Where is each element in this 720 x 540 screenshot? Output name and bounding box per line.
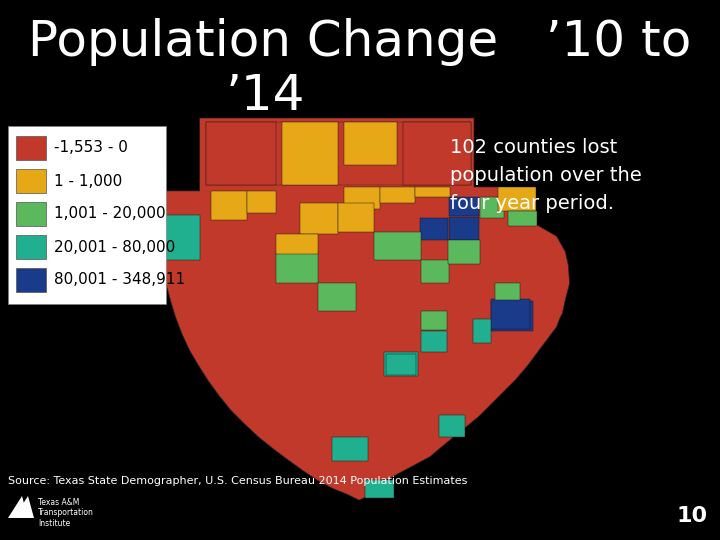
Polygon shape	[276, 234, 318, 254]
Polygon shape	[333, 437, 368, 461]
Text: Population Change   ’10 to: Population Change ’10 to	[28, 18, 692, 66]
Text: -1,553 - 0: -1,553 - 0	[54, 140, 128, 156]
FancyBboxPatch shape	[16, 235, 46, 259]
Polygon shape	[438, 415, 465, 437]
Polygon shape	[473, 319, 490, 342]
Polygon shape	[415, 187, 451, 197]
Polygon shape	[385, 354, 416, 375]
FancyBboxPatch shape	[16, 268, 46, 292]
Polygon shape	[421, 260, 449, 284]
Polygon shape	[403, 122, 471, 185]
Polygon shape	[384, 353, 418, 376]
FancyBboxPatch shape	[16, 169, 46, 193]
Polygon shape	[480, 197, 503, 219]
Polygon shape	[490, 301, 533, 331]
Polygon shape	[212, 191, 247, 220]
Polygon shape	[449, 217, 479, 240]
Text: 1 - 1,000: 1 - 1,000	[54, 173, 122, 188]
Polygon shape	[448, 240, 480, 264]
Polygon shape	[318, 284, 356, 311]
Polygon shape	[508, 211, 536, 226]
Polygon shape	[160, 118, 570, 500]
Text: Texas A&M
Transportation
Institute: Texas A&M Transportation Institute	[38, 498, 94, 528]
Text: ’14: ’14	[225, 72, 305, 120]
Polygon shape	[247, 191, 276, 213]
Text: 20,001 - 80,000: 20,001 - 80,000	[54, 240, 175, 254]
Polygon shape	[160, 214, 199, 260]
Text: 1,001 - 20,000: 1,001 - 20,000	[54, 206, 166, 221]
Polygon shape	[421, 331, 447, 353]
Polygon shape	[495, 284, 520, 300]
FancyBboxPatch shape	[16, 136, 46, 160]
Polygon shape	[379, 187, 415, 202]
Text: 10: 10	[677, 506, 708, 526]
Polygon shape	[205, 122, 471, 185]
Polygon shape	[490, 299, 530, 329]
Polygon shape	[421, 311, 447, 330]
Polygon shape	[449, 197, 479, 215]
Polygon shape	[338, 202, 374, 232]
Polygon shape	[14, 496, 34, 518]
Polygon shape	[276, 252, 318, 284]
Polygon shape	[420, 219, 448, 240]
Polygon shape	[374, 232, 421, 260]
Polygon shape	[205, 122, 276, 185]
Polygon shape	[282, 122, 338, 185]
Polygon shape	[300, 202, 338, 234]
Text: 80,001 - 348,911: 80,001 - 348,911	[54, 273, 185, 287]
FancyBboxPatch shape	[16, 202, 46, 226]
Polygon shape	[365, 481, 395, 498]
Polygon shape	[8, 496, 28, 518]
Text: 102 counties lost
population over the
four year period.: 102 counties lost population over the fo…	[450, 138, 642, 213]
Polygon shape	[498, 187, 536, 211]
FancyBboxPatch shape	[8, 126, 166, 304]
Polygon shape	[344, 187, 379, 208]
Polygon shape	[344, 122, 397, 165]
Text: Source: Texas State Demographer, U.S. Census Bureau 2014 Population Estimates: Source: Texas State Demographer, U.S. Ce…	[8, 476, 467, 486]
